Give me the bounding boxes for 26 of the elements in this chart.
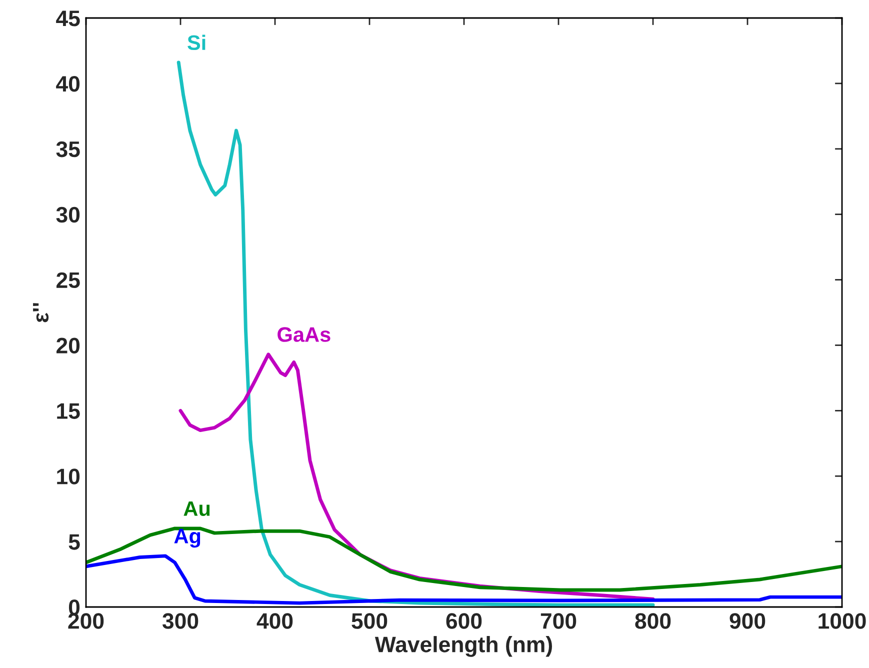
x-tick-label: 600 <box>446 613 482 629</box>
x-tick-label: 500 <box>352 613 388 629</box>
x-tick-label: 900 <box>730 613 766 629</box>
x-tick-label: 700 <box>540 613 576 629</box>
series-label: Ag <box>174 528 200 548</box>
y-tick-label: 15 <box>57 403 80 419</box>
x-tick-label: 1000 <box>818 613 866 629</box>
y-tick-label: 40 <box>56 76 80 92</box>
series-label: GaAs <box>278 327 330 342</box>
x-tick-label: 800 <box>635 613 671 629</box>
y-tick-label: 20 <box>56 338 80 354</box>
y-tick-label: 5 <box>68 534 80 550</box>
y-tick-label: 30 <box>56 206 80 223</box>
series-label: Au <box>184 501 210 516</box>
y-tick-label: 10 <box>57 468 80 484</box>
y-axis-title: ε'' <box>33 303 49 322</box>
x-tick-label: 400 <box>256 613 293 629</box>
line-series <box>86 554 842 605</box>
y-tick-label: 45 <box>56 10 80 26</box>
x-tick-label: 300 <box>162 613 198 629</box>
y-tick-label: 35 <box>56 141 80 158</box>
line-series <box>86 526 842 592</box>
series-label: Si <box>188 34 206 50</box>
x-axis-title: Wavelength (nm) <box>374 636 552 657</box>
x-tick-label: 200 <box>68 613 104 629</box>
y-tick-label: 25 <box>56 272 80 288</box>
